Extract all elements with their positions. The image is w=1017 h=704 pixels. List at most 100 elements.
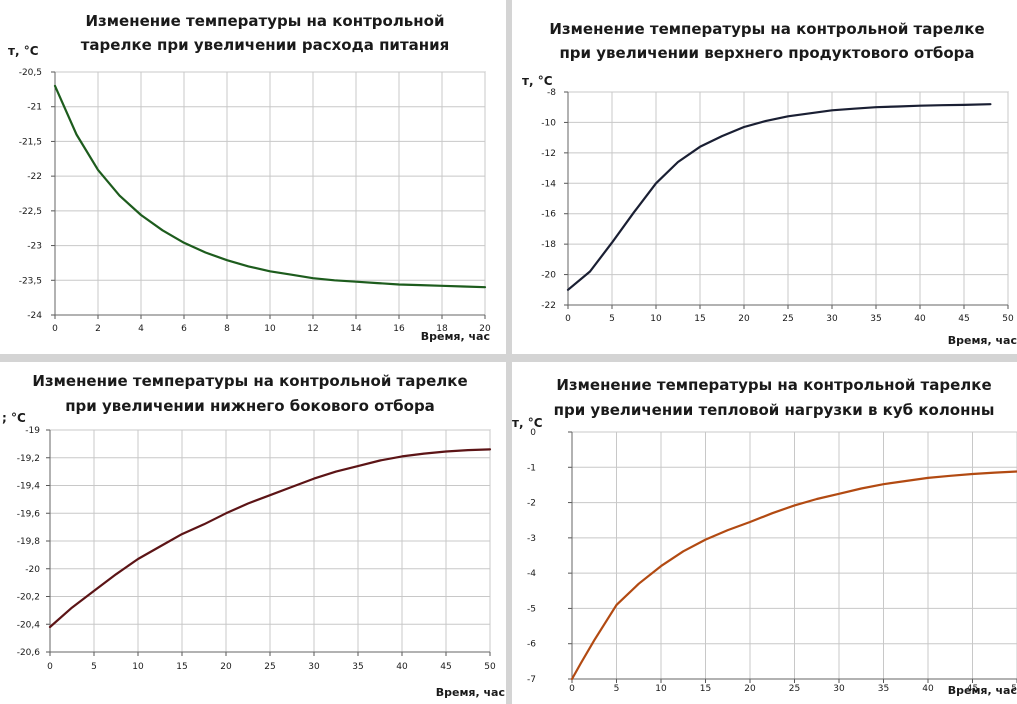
x-tick-label: 30 [308,662,320,672]
y-tick-label: -23 [27,242,42,252]
y-tick-label: -7 [527,675,536,685]
chart-reboiler-duty: 0 5 10 15 20 25 30 35 40 45 50 -7 -6 -5 -4 -3 -2 -1 0 Измен… [512,376,1017,697]
chart-title-line-2: тарелке при увеличении расхода питания [81,36,450,54]
x-tick-label: 10 [264,324,276,334]
y-tick-label: -4 [527,569,536,579]
series-line [48,448,492,629]
x-tick-label: 30 [833,684,845,694]
x-tick-label: 8 [224,324,230,334]
y-tick-label: -19,6 [17,509,41,519]
x-tick-label: 6 [181,324,187,334]
chart-panel-side-draw: 0 5 10 15 20 25 30 35 40 45 50 -20,6 -20,4 -20,2 -20 -1… [0,362,506,704]
x-axis-label: Время, час [436,686,505,699]
y-tick-label: -19,8 [17,537,41,547]
x-tick-label: 0 [52,324,58,334]
x-tick-label: 25 [782,314,793,324]
x-tick-label: 30 [826,314,838,324]
y-tick-label: -21,5 [19,137,42,147]
x-tick-label: 50 [1002,314,1014,324]
y-tick-label: -24 [27,311,42,321]
x-tick-label: 50 [484,662,496,672]
y-tick-label: -22 [541,301,556,311]
x-tick-label: 5 [609,314,615,324]
y-tick-label: -8 [547,88,556,98]
x-tick-label: 5 [91,662,97,672]
y-tick-label: -3 [527,534,536,544]
x-axis-label: Время, час [948,334,1017,347]
chart-title-line-1: Изменение температуры на контрольной тар… [556,376,991,394]
y-tick-label: -19 [25,426,40,436]
y-tick-label: -2 [527,499,536,509]
x-tick-label: 5 [614,684,620,694]
x-axis-label: Время, час [948,684,1017,697]
x-tick-label: 2 [95,324,101,334]
x-axis-label: Время, час [421,330,490,343]
chart-title-line-1: Изменение температуры на контрольной тар… [549,20,984,38]
y-axis-label: т, °С [512,416,543,430]
x-tick-label: 40 [914,314,926,324]
y-tick-label: -10 [541,118,556,128]
x-tick-label: 40 [922,684,934,694]
y-tick-label: -20 [25,565,40,575]
chart-title-line-1: Изменение температуры на контрольной [86,12,445,30]
y-tick-label: -20,4 [17,620,41,630]
series-line [566,103,992,291]
x-tick-label: 40 [396,662,408,672]
x-tick-label: 45 [967,684,978,694]
x-tick-label: 4 [138,324,144,334]
chart-title-line-2: при увеличении верхнего продуктового отб… [559,44,974,62]
chart-title-line-2: при увеличении тепловой нагрузки в куб к… [554,401,995,419]
x-tick-label: 10 [132,662,144,672]
x-tick-label: 35 [878,684,889,694]
x-tick-label: 15 [700,684,711,694]
x-tick-label: 10 [650,314,662,324]
y-tick-label: -19,4 [17,482,41,492]
y-tick-label: -12 [541,149,556,159]
y-tick-label: -16 [541,210,556,220]
chart-top-draw: 0 5 10 15 20 25 30 35 40 45 50 -22 -20 -18 -16 -14 -12 -1… [522,20,1017,347]
x-tick-label: 35 [870,314,881,324]
y-tick-label: -20,2 [17,593,40,603]
chart-panel-top-draw: 0 5 10 15 20 25 30 35 40 45 50 -22 -20 -18 -16 -14 -12 -1… [512,0,1017,354]
y-tick-label: -20,6 [17,648,41,658]
x-tick-label: 20 [220,662,232,672]
y-tick-label: -22 [27,172,42,182]
x-tick-label: 0 [565,314,571,324]
x-tick-label: 10 [655,684,667,694]
chart-title-line-2: при увеличении нижнего бокового отбора [65,397,435,415]
x-tick-label: 18 [436,324,448,334]
x-tick-label: 50 [1011,684,1017,694]
y-tick-label: -23,5 [19,276,42,286]
x-tick-label: 25 [789,684,800,694]
y-tick-label: -20,5 [19,68,42,78]
y-tick-label: -18 [541,240,556,250]
x-tick-label: 14 [350,324,362,334]
y-axis-label: ; °С [2,411,26,425]
x-tick-label: 20 [738,314,750,324]
x-tick-label: 0 [47,662,53,672]
y-tick-label: -22,5 [19,207,42,217]
y-tick-label: -20 [541,271,556,281]
y-axis-label: т, °С [8,44,39,58]
x-tick-label: 20 [479,324,491,334]
x-tick-label: 45 [440,662,451,672]
y-tick-label: -6 [527,640,536,650]
x-tick-label: 12 [307,324,318,334]
horizontal-divider [0,354,1017,362]
y-axis-label: т, °С [522,74,553,88]
chart-panel-feed-flow: 0 2 4 6 8 10 12 14 16 18 20 -24 -23,5 -23 -22,5 -22 -21,… [0,0,506,354]
chart-side-draw: 0 5 10 15 20 25 30 35 40 45 50 -20,6 -20,4 -20,2 -20 -1… [2,372,505,699]
y-tick-label: -1 [527,463,536,473]
x-tick-label: 15 [176,662,187,672]
chart-title-line-1: Изменение температуры на контрольной тар… [32,372,467,390]
chart-feed-flow: 0 2 4 6 8 10 12 14 16 18 20 -24 -23,5 -23 -22,5 -22 -21,… [8,12,491,343]
y-tick-label: -5 [527,604,536,614]
y-tick-label: -19,2 [17,454,40,464]
series-line [570,470,1017,681]
y-tick-label: -14 [541,179,556,189]
x-tick-label: 15 [694,314,705,324]
series-line [53,84,487,289]
vertical-divider [506,0,512,704]
x-tick-label: 45 [958,314,969,324]
x-tick-label: 25 [264,662,275,672]
